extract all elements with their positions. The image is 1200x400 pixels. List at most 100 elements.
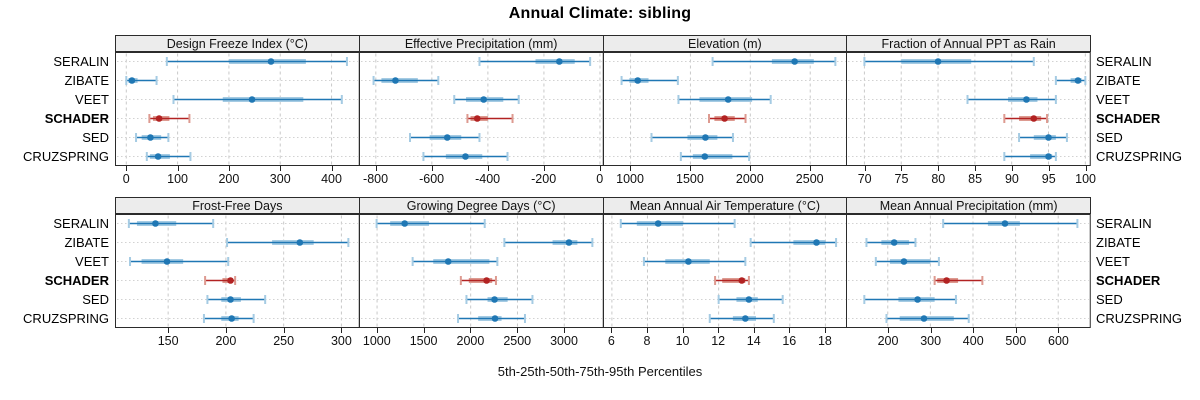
site-label-right-seralin: SERALIN xyxy=(1096,215,1152,231)
x-tick-label: 8 xyxy=(643,334,651,348)
plot-svg-0 xyxy=(115,52,360,166)
median-dot xyxy=(900,258,908,265)
x-tick xyxy=(375,166,377,171)
x-tick xyxy=(470,328,472,333)
median-dot xyxy=(654,220,661,227)
percentile-series-cruzspring xyxy=(145,152,192,161)
site-label-left-seralin: SERALIN xyxy=(53,53,109,69)
percentile-series-cruzspring xyxy=(885,314,970,323)
panel-border xyxy=(602,214,848,328)
percentile-caption: 5th-25th-50th-75th-95th Percentiles xyxy=(497,364,703,379)
median-dot xyxy=(227,296,234,303)
x-tick xyxy=(646,328,648,333)
x-tick-label: 10 xyxy=(675,334,690,348)
percentile-series-sed xyxy=(650,133,734,142)
percentile-series-sed xyxy=(465,295,534,304)
panel-strip-7: Mean Annual Precipitation (mm) xyxy=(846,197,1091,214)
x-tick-label: 6 xyxy=(607,334,615,348)
median-dot xyxy=(1045,134,1053,141)
median-dot xyxy=(401,220,408,227)
median-dot xyxy=(1001,220,1009,227)
panel-border xyxy=(846,214,1091,328)
percentile-series-cruzspring xyxy=(202,314,255,323)
percentile-series-schader xyxy=(459,276,497,285)
site-label-left-zibate: ZIBATE xyxy=(64,234,109,250)
panel-title: Design Freeze Index (°C) xyxy=(166,36,308,51)
percentile-series-zibate xyxy=(749,238,837,247)
percentile-series-schader xyxy=(707,114,747,123)
plot-svg-3 xyxy=(846,52,1091,166)
panel-border xyxy=(846,52,1091,166)
x-tick xyxy=(177,166,179,171)
panel-strip-2: Elevation (m) xyxy=(602,35,848,52)
x-tick xyxy=(341,328,343,333)
median-dot xyxy=(228,315,235,322)
x-tick-label: 16 xyxy=(782,334,797,348)
panel-border xyxy=(602,52,848,166)
site-label-right-zibate: ZIBATE xyxy=(1096,234,1141,250)
median-dot xyxy=(720,115,728,122)
x-tick-label: 0 xyxy=(122,172,130,186)
x-tick-label: 500 xyxy=(1005,334,1027,348)
site-label-right-sed: SED xyxy=(1096,291,1123,307)
x-tick xyxy=(824,328,826,333)
site-label-left-sed: SED xyxy=(82,291,109,307)
median-dot xyxy=(943,277,951,284)
x-tick xyxy=(331,166,333,171)
site-label-left-seralin: SERALIN xyxy=(53,215,109,231)
panel-border xyxy=(358,52,604,166)
percentile-series-seralin xyxy=(165,57,348,66)
x-tick-label: 2000 xyxy=(456,334,485,348)
x-tick xyxy=(126,166,128,171)
median-dot xyxy=(724,96,731,103)
x-tick xyxy=(564,328,566,333)
median-dot xyxy=(812,239,820,246)
site-label-left-veet: VEET xyxy=(75,253,109,269)
percentile-series-sed xyxy=(206,295,267,304)
x-tick-label: 70 xyxy=(857,172,872,186)
x-tick xyxy=(487,166,489,171)
x-tick-label: -800 xyxy=(363,172,389,186)
median-dot xyxy=(633,77,641,84)
panel-plot-3 xyxy=(846,52,1091,166)
percentile-series-schader xyxy=(1003,114,1049,123)
percentile-series-veet xyxy=(642,257,746,266)
median-dot xyxy=(920,315,928,322)
x-tick xyxy=(283,328,285,333)
percentile-series-cruzspring xyxy=(679,152,750,161)
x-tick-label: 300 xyxy=(269,172,291,186)
x-tick-label: 400 xyxy=(962,334,984,348)
x-axis-5: 1000 1500 2000 2500 3000 xyxy=(359,328,604,352)
x-tick xyxy=(1058,328,1060,333)
plot-svg-2 xyxy=(602,52,848,166)
median-dot xyxy=(1023,96,1030,103)
percentile-series-veet xyxy=(411,257,499,266)
percentile-series-veet xyxy=(453,95,520,104)
median-dot xyxy=(267,58,275,65)
median-dot xyxy=(737,277,745,284)
percentile-series-schader xyxy=(204,276,237,285)
panel-strip-0: Design Freeze Index (°C) xyxy=(115,35,360,52)
median-dot xyxy=(155,115,163,122)
percentile-series-sed xyxy=(1018,133,1069,142)
x-tick-label: 150 xyxy=(157,334,179,348)
x-tick xyxy=(423,328,425,333)
x-tick-label: 100 xyxy=(167,172,189,186)
x-tick xyxy=(228,166,230,171)
x-tick xyxy=(1085,166,1087,171)
chart-title: Annual Climate: sibling xyxy=(508,5,692,22)
percentile-series-seralin xyxy=(619,219,736,228)
percentile-series-seralin xyxy=(375,219,486,228)
panel-strip-5: Growing Degree Days (°C) xyxy=(358,197,604,214)
site-label-left-schader: SCHADER xyxy=(44,110,109,126)
panel-title: Frost-Free Days xyxy=(192,198,283,213)
plot-svg-1 xyxy=(358,52,604,166)
percentile-series-zibate xyxy=(503,238,594,247)
site-label-right-schader: SCHADER xyxy=(1096,110,1161,126)
x-tick-label: 2000 xyxy=(735,172,764,186)
median-dot xyxy=(147,134,154,141)
percentile-series-cruzspring xyxy=(456,314,526,323)
median-dot xyxy=(163,258,171,265)
percentile-series-zibate xyxy=(372,76,440,85)
panel-border xyxy=(358,214,604,328)
